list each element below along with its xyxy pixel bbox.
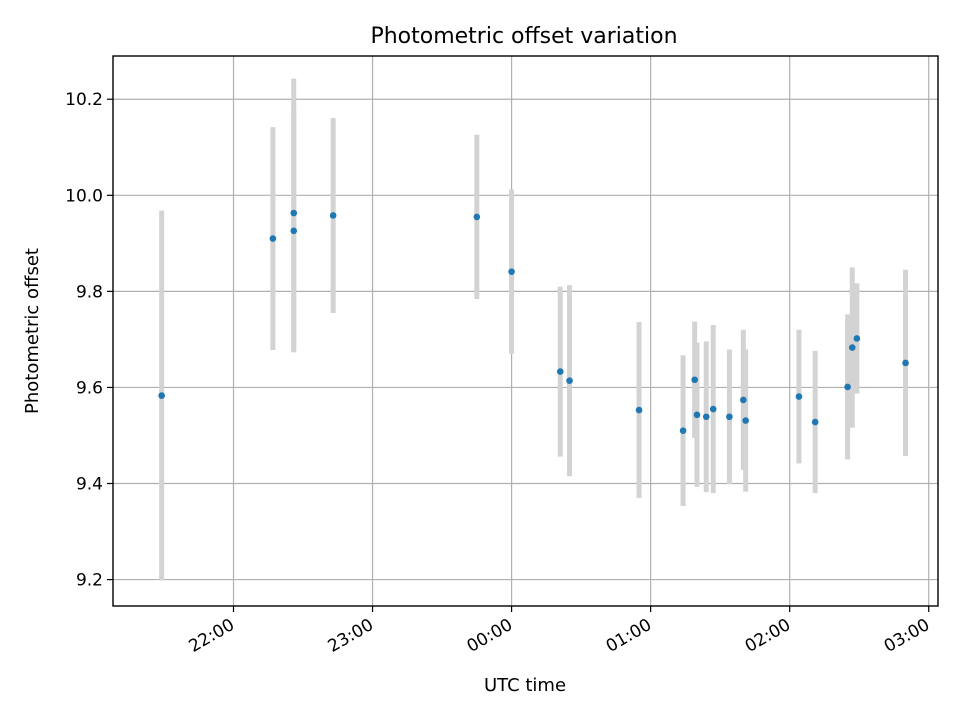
y-tick-label: 9.8 [76, 282, 103, 302]
data-point [691, 376, 698, 384]
data-point [290, 227, 298, 235]
data-point [902, 359, 909, 367]
x-axis-label: UTC time [484, 675, 566, 696]
data-point [740, 396, 747, 404]
data-point [844, 383, 851, 391]
data-point [693, 411, 701, 419]
x-tick-label: 00:00 [464, 615, 516, 657]
plot-frame [112, 55, 939, 607]
data-point [853, 335, 861, 342]
data-points [158, 78, 909, 581]
data-point [473, 213, 481, 221]
x-tick-label: 22:00 [186, 615, 238, 657]
data-point [742, 417, 749, 424]
y-tick-label: 9.6 [76, 378, 103, 398]
chart-title: Photometric offset variation [370, 24, 677, 49]
data-point [726, 413, 733, 421]
x-tick-label: 02:00 [742, 615, 794, 657]
y-tick-label: 10.0 [65, 186, 103, 206]
data-point [566, 377, 573, 385]
data-point [290, 209, 298, 217]
data-point [556, 368, 564, 375]
data-point [679, 427, 687, 434]
y-axis-label: Photometric offset [22, 248, 43, 414]
data-point [635, 406, 643, 414]
data-point [709, 405, 717, 413]
grid-lines [113, 56, 938, 606]
data-point [811, 418, 819, 426]
data-point [158, 392, 165, 399]
y-tick-label: 10.2 [65, 90, 103, 110]
data-point [329, 212, 337, 219]
x-tick-label: 01:00 [603, 615, 655, 657]
data-point [702, 413, 710, 421]
axes: 9.2 9.4 9.6 9.8 10.0 10.2 22:00 23:00 00:00 01:00… [65, 90, 933, 657]
data-point [795, 393, 803, 400]
y-tick-label: 9.2 [76, 571, 103, 591]
data-point [508, 268, 515, 275]
data-point [848, 344, 856, 351]
data-point [269, 235, 277, 242]
y-tick-label: 9.4 [76, 475, 103, 495]
x-tick-label: 23:00 [325, 615, 377, 657]
x-tick-label: 03:00 [881, 615, 933, 657]
